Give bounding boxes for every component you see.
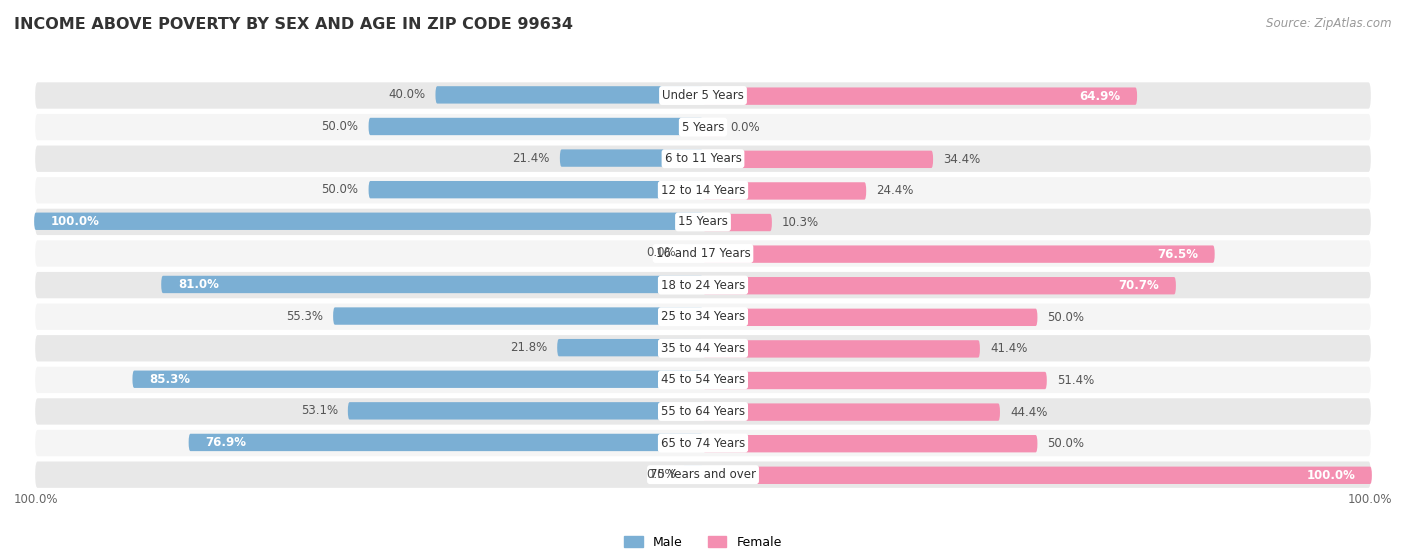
- Text: 100.0%: 100.0%: [1347, 493, 1392, 506]
- Text: 0.0%: 0.0%: [730, 121, 759, 134]
- Text: 100.0%: 100.0%: [51, 215, 100, 228]
- FancyBboxPatch shape: [34, 271, 1372, 299]
- Text: 50.0%: 50.0%: [322, 120, 359, 133]
- FancyBboxPatch shape: [34, 212, 703, 230]
- FancyBboxPatch shape: [436, 86, 703, 103]
- FancyBboxPatch shape: [703, 150, 934, 168]
- Text: INCOME ABOVE POVERTY BY SEX AND AGE IN ZIP CODE 99634: INCOME ABOVE POVERTY BY SEX AND AGE IN Z…: [14, 17, 574, 32]
- Text: 12 to 14 Years: 12 to 14 Years: [661, 184, 745, 197]
- FancyBboxPatch shape: [34, 176, 1372, 205]
- FancyBboxPatch shape: [34, 302, 1372, 331]
- FancyBboxPatch shape: [34, 334, 1372, 362]
- Text: Under 5 Years: Under 5 Years: [662, 89, 744, 102]
- Text: 50.0%: 50.0%: [1047, 437, 1084, 450]
- FancyBboxPatch shape: [560, 149, 703, 167]
- FancyBboxPatch shape: [368, 118, 703, 135]
- Text: 81.0%: 81.0%: [179, 278, 219, 291]
- FancyBboxPatch shape: [703, 340, 980, 358]
- FancyBboxPatch shape: [703, 87, 1137, 105]
- FancyBboxPatch shape: [162, 276, 703, 293]
- FancyBboxPatch shape: [34, 429, 1372, 457]
- Text: 75 Years and over: 75 Years and over: [650, 468, 756, 481]
- FancyBboxPatch shape: [34, 239, 1372, 268]
- FancyBboxPatch shape: [703, 309, 1038, 326]
- Text: 40.0%: 40.0%: [388, 88, 426, 101]
- FancyBboxPatch shape: [347, 402, 703, 419]
- Text: 0.0%: 0.0%: [647, 467, 676, 481]
- Text: 25 to 34 Years: 25 to 34 Years: [661, 310, 745, 323]
- FancyBboxPatch shape: [683, 465, 703, 483]
- Text: 41.4%: 41.4%: [990, 343, 1028, 356]
- Text: 5 Years: 5 Years: [682, 121, 724, 134]
- Text: 15 Years: 15 Years: [678, 215, 728, 229]
- Text: 21.4%: 21.4%: [512, 151, 550, 164]
- Text: 50.0%: 50.0%: [322, 183, 359, 196]
- Text: 0.0%: 0.0%: [647, 247, 676, 259]
- Text: 21.8%: 21.8%: [510, 341, 547, 354]
- FancyBboxPatch shape: [34, 113, 1372, 141]
- Text: 76.9%: 76.9%: [205, 436, 246, 449]
- Text: 55.3%: 55.3%: [285, 310, 323, 323]
- Text: 44.4%: 44.4%: [1010, 406, 1047, 419]
- FancyBboxPatch shape: [34, 397, 1372, 426]
- FancyBboxPatch shape: [368, 181, 703, 198]
- FancyBboxPatch shape: [703, 119, 723, 136]
- Text: 24.4%: 24.4%: [876, 184, 914, 197]
- Text: 35 to 44 Years: 35 to 44 Years: [661, 342, 745, 355]
- FancyBboxPatch shape: [703, 404, 1000, 421]
- Text: 50.0%: 50.0%: [1047, 311, 1084, 324]
- FancyBboxPatch shape: [34, 81, 1372, 110]
- Text: 10.3%: 10.3%: [782, 216, 820, 229]
- Text: 100.0%: 100.0%: [14, 493, 59, 506]
- FancyBboxPatch shape: [34, 461, 1372, 489]
- Text: 100.0%: 100.0%: [1306, 469, 1355, 482]
- FancyBboxPatch shape: [703, 372, 1047, 389]
- FancyBboxPatch shape: [132, 371, 703, 388]
- FancyBboxPatch shape: [34, 144, 1372, 173]
- FancyBboxPatch shape: [703, 467, 1372, 484]
- Text: 18 to 24 Years: 18 to 24 Years: [661, 278, 745, 292]
- FancyBboxPatch shape: [703, 182, 866, 200]
- FancyBboxPatch shape: [703, 435, 1038, 452]
- Text: 51.4%: 51.4%: [1057, 374, 1094, 387]
- Text: Source: ZipAtlas.com: Source: ZipAtlas.com: [1267, 17, 1392, 30]
- Text: 85.3%: 85.3%: [149, 373, 190, 386]
- Text: 6 to 11 Years: 6 to 11 Years: [665, 152, 741, 165]
- Text: 70.7%: 70.7%: [1118, 280, 1159, 292]
- Text: 45 to 54 Years: 45 to 54 Years: [661, 373, 745, 386]
- FancyBboxPatch shape: [34, 366, 1372, 394]
- Text: 55 to 64 Years: 55 to 64 Years: [661, 405, 745, 418]
- Text: 16 and 17 Years: 16 and 17 Years: [655, 247, 751, 260]
- Text: 53.1%: 53.1%: [301, 404, 337, 418]
- FancyBboxPatch shape: [333, 307, 703, 325]
- FancyBboxPatch shape: [34, 208, 1372, 236]
- Text: 65 to 74 Years: 65 to 74 Years: [661, 437, 745, 449]
- FancyBboxPatch shape: [557, 339, 703, 356]
- FancyBboxPatch shape: [188, 434, 703, 451]
- Text: 34.4%: 34.4%: [943, 153, 980, 166]
- FancyBboxPatch shape: [683, 244, 703, 262]
- FancyBboxPatch shape: [703, 245, 1215, 263]
- Text: 76.5%: 76.5%: [1157, 248, 1198, 260]
- Text: 64.9%: 64.9%: [1080, 89, 1121, 103]
- FancyBboxPatch shape: [703, 214, 772, 231]
- Legend: Male, Female: Male, Female: [619, 530, 787, 553]
- FancyBboxPatch shape: [703, 277, 1175, 295]
